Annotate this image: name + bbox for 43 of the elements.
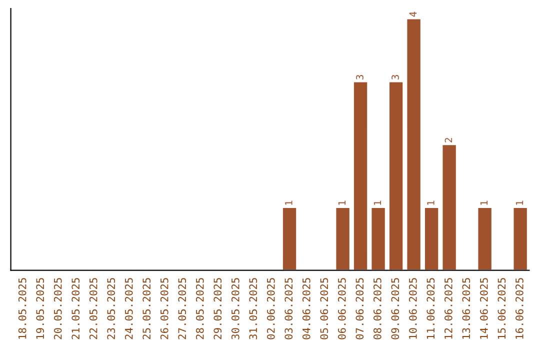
x-tick-label: 28.05.2025 [196, 278, 204, 340]
data-label: 2 [444, 138, 452, 142]
data-label: 1 [427, 200, 434, 205]
bar [512, 206, 528, 270]
x-tick-label: 26.05.2025 [160, 278, 168, 340]
x-tick-label: 13.06.2025 [462, 278, 470, 339]
x-tick-label: 23.05.2025 [107, 278, 116, 340]
x-tick-label: 02.06.2025 [266, 278, 275, 340]
x-tick-label: 16.06.2025 [515, 278, 524, 339]
x-tick-label: 29.05.2025 [214, 278, 222, 340]
x-tick-label: 15.06.2025 [498, 278, 506, 339]
x-tick-label: 20.05.2025 [54, 278, 62, 340]
data-label: 3 [356, 74, 364, 80]
bar [282, 206, 298, 270]
x-tick-label: 24.05.2025 [124, 278, 133, 340]
x-tick-label: 31.05.2025 [249, 278, 258, 340]
data-label: 1 [374, 200, 382, 205]
data-label: 1 [338, 200, 346, 205]
x-tick-label: 18.05.2025 [18, 278, 26, 339]
x-tick-label: 12.06.2025 [444, 278, 452, 339]
x-tick-label: 22.05.2025 [89, 278, 98, 340]
x-tick-label: 05.06.2025 [320, 278, 328, 340]
x-tick-label: 06.06.2025 [338, 278, 346, 340]
x-tick-label: 10.06.2025 [408, 278, 417, 339]
data-label: 3 [392, 74, 399, 80]
x-tick-label: 11.06.2025 [426, 278, 435, 339]
x-tick-label: 03.06.2025 [284, 278, 293, 340]
x-tick-label: 27.05.2025 [178, 278, 186, 340]
x-tick-label: 25.05.2025 [142, 278, 151, 340]
x-tick-label: 08.06.2025 [373, 278, 382, 340]
data-label: 1 [516, 200, 524, 205]
x-tick-label: 14.06.2025 [480, 278, 488, 339]
x-tick-label: 09.06.2025 [391, 278, 400, 340]
x-tick-label: 04.06.2025 [302, 278, 310, 340]
data-label: 1 [480, 200, 488, 205]
x-tick-label: 21.05.2025 [72, 278, 80, 340]
x-tick-label: 07.06.2025 [356, 278, 364, 340]
x-tick-label: 19.05.2025 [36, 278, 44, 339]
data-label: 1 [285, 200, 292, 205]
x-tick-label: 30.05.2025 [231, 278, 240, 340]
data-label: 4 [409, 12, 417, 17]
bar [476, 206, 493, 270]
bar [441, 144, 458, 270]
